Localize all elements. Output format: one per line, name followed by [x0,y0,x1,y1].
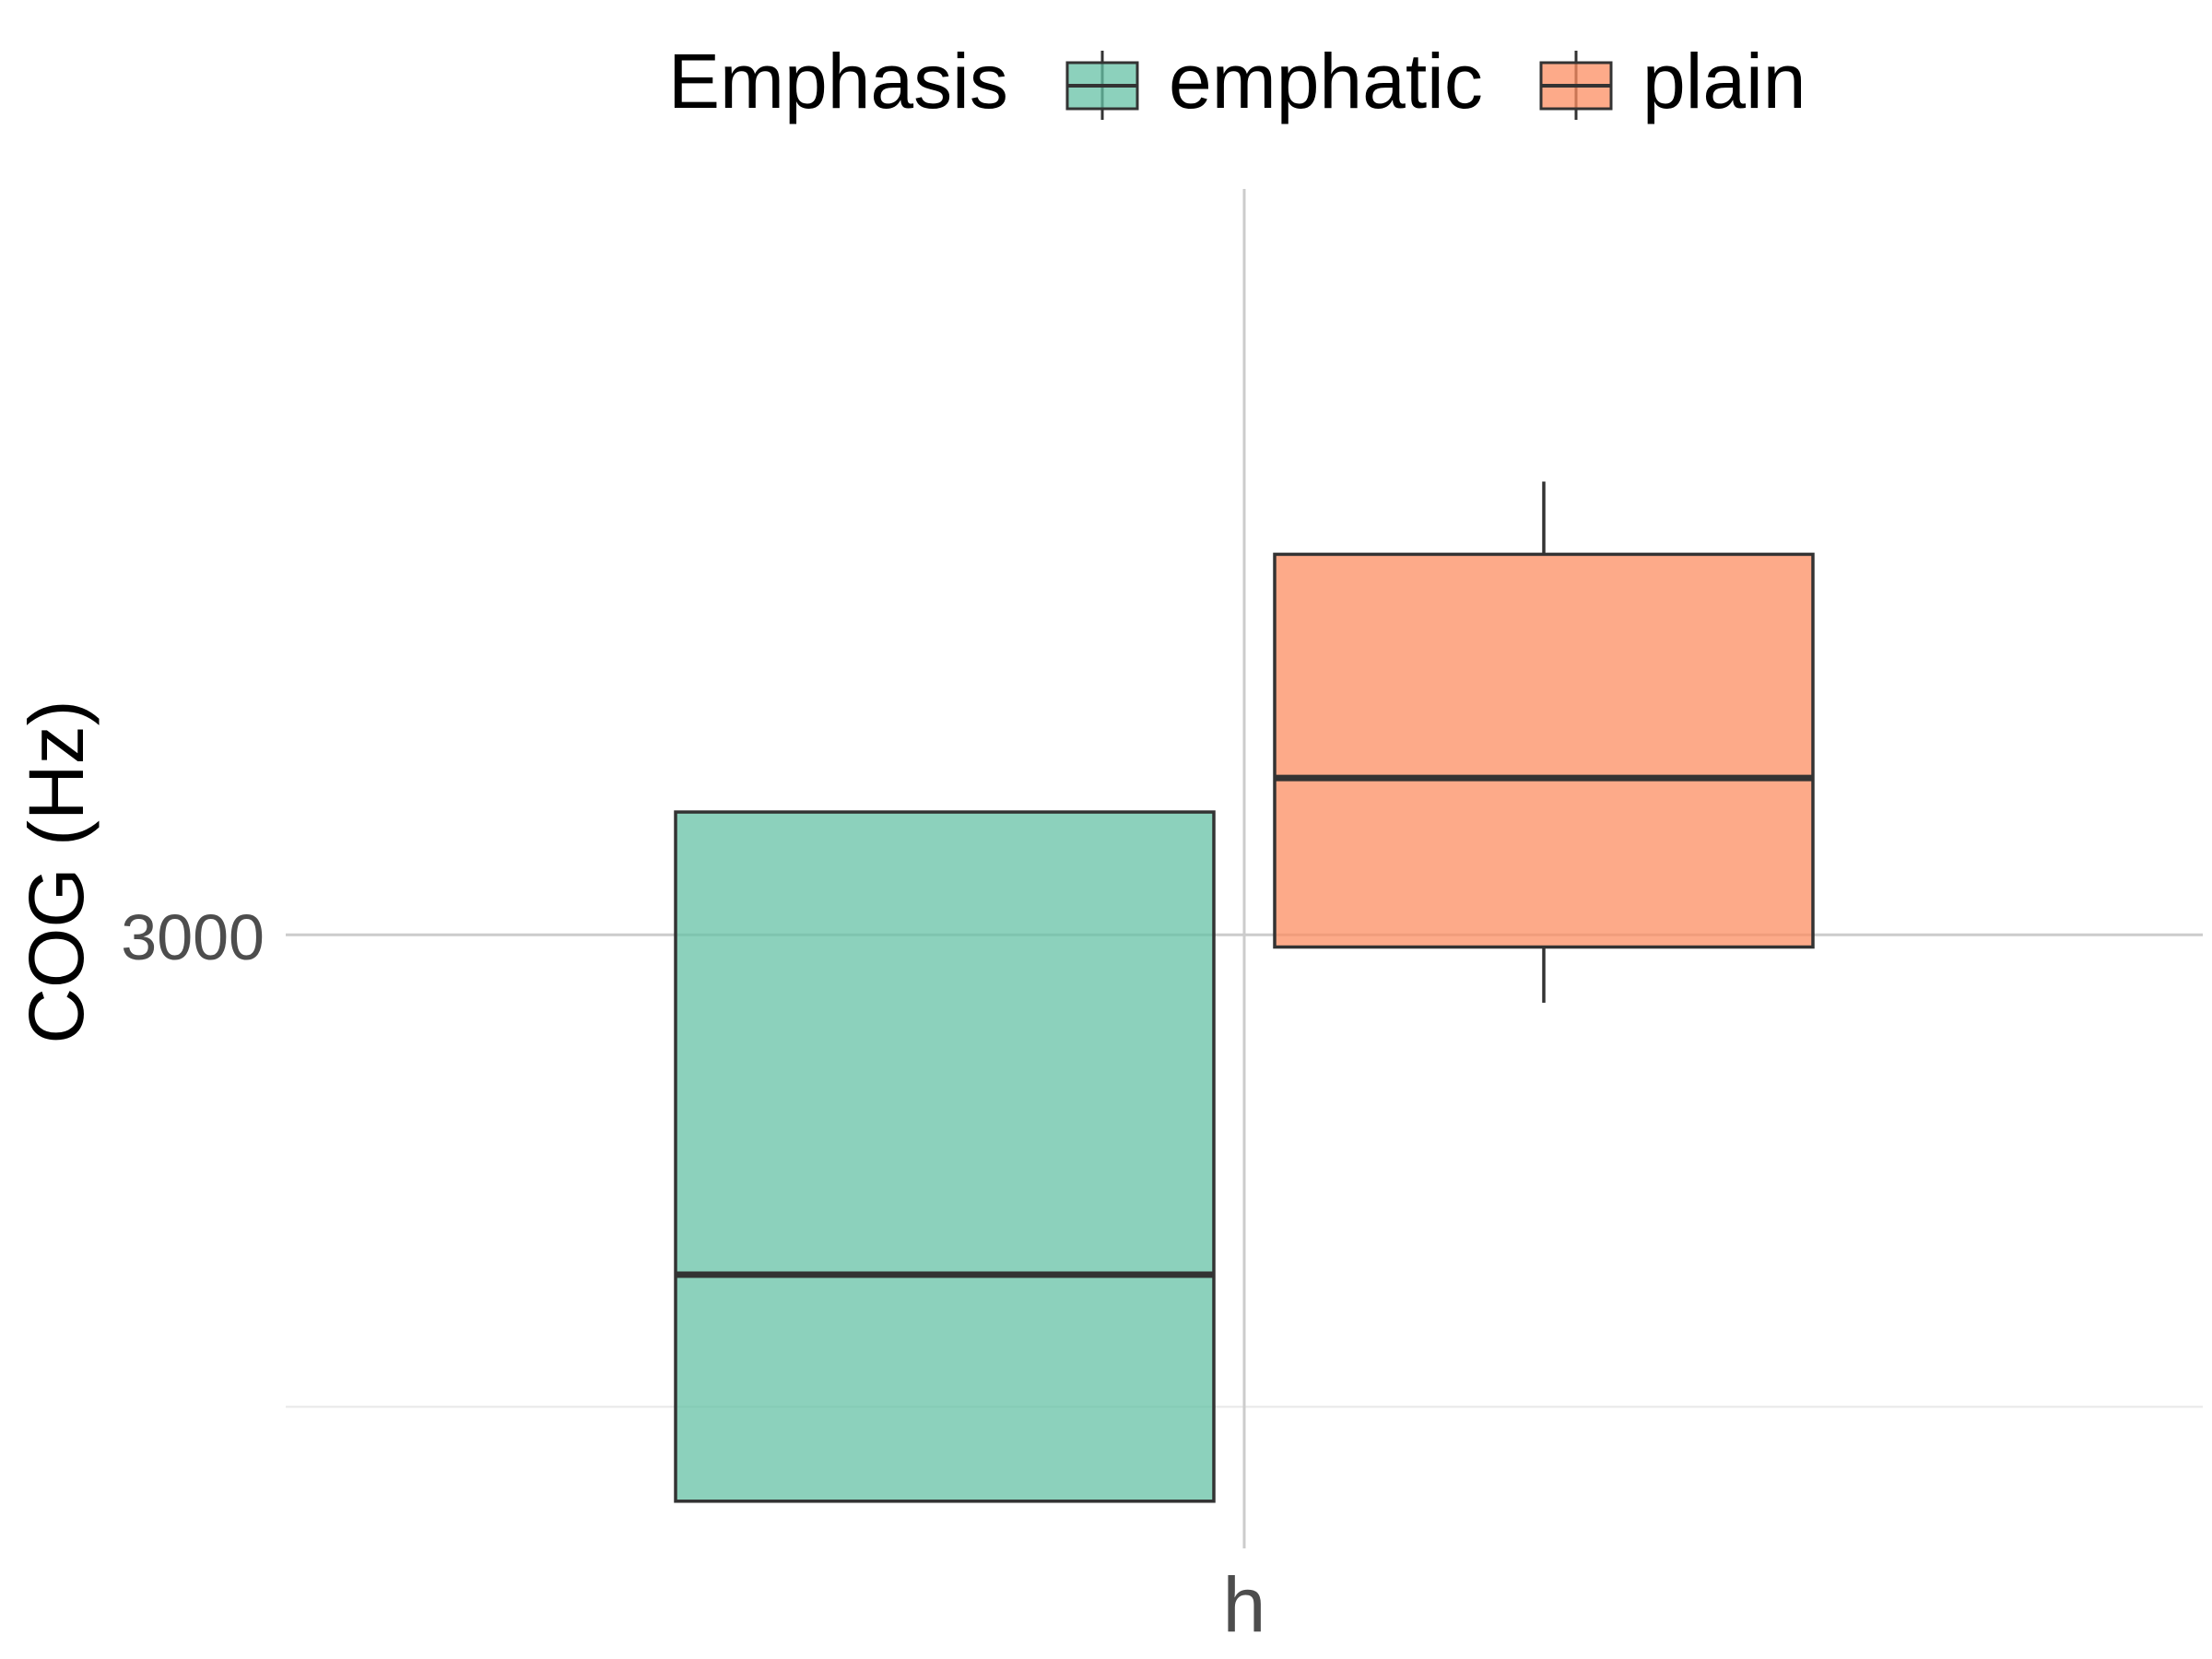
boxes [674,481,1815,1503]
y-axis-title: COG (Hz) [13,700,100,1043]
grid [286,189,2203,1548]
legend-label: plain [1642,38,1806,124]
x-tick-label: h [1223,1561,1266,1648]
box-emphatic [674,810,1216,1503]
legend-title: Emphasis [668,38,1008,124]
box-body [1273,552,1815,949]
ticks: 3000 h [121,901,1265,1648]
legend: Emphasis emphatic plain [668,38,1806,124]
legend-item-plain: plain [1539,38,1806,124]
box-plain [1273,481,1815,1003]
y-tick-label: 3000 [121,901,265,973]
box-body [674,810,1216,1503]
legend-label: emphatic [1169,38,1483,124]
legend-item-emphatic: emphatic [1065,38,1483,124]
